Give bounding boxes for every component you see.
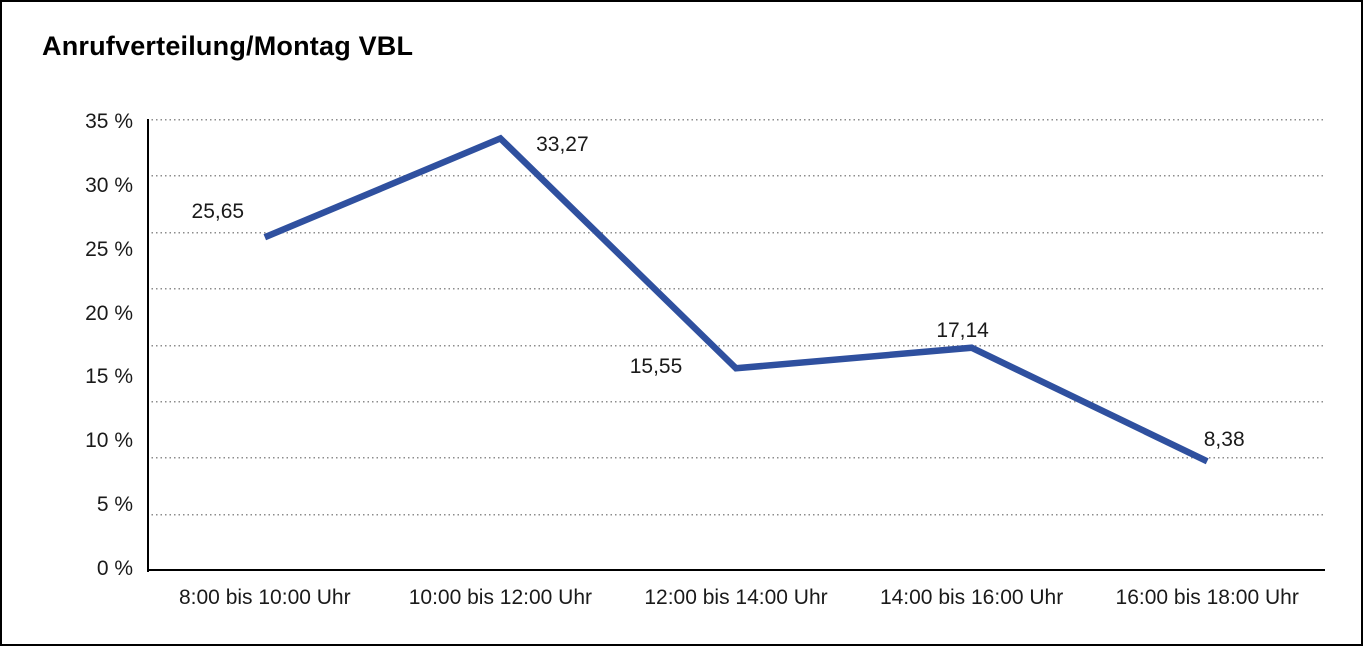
- data-point-label: 15,55: [629, 355, 683, 379]
- y-tick-label: 30 %: [85, 173, 133, 197]
- y-tick-label: 35 %: [85, 110, 133, 133]
- gridline: [147, 119, 1325, 121]
- gridline: [147, 344, 1325, 347]
- data-point-label: 8,38: [1203, 428, 1245, 452]
- x-category-label: 8:00 bis 10:00 Uhr: [178, 586, 351, 609]
- gridline: [147, 400, 1325, 403]
- gridline: [147, 288, 1325, 291]
- chart-title: Anrufverteilung/Montag VBL: [42, 31, 414, 61]
- x-category-label: 14:00 bis 16:00 Uhr: [879, 586, 1064, 609]
- y-axis-line: [147, 119, 149, 572]
- y-tick-label: 5 %: [96, 493, 133, 517]
- y-tick-label: 20 %: [85, 301, 133, 325]
- y-tick-label: 0 %: [96, 557, 133, 580]
- x-category-label: 16:00 bis 18:00 Uhr: [1115, 586, 1299, 609]
- gridline: [147, 175, 1325, 178]
- series-line: [263, 134, 1209, 465]
- x-category-label: 12:00 bis 14:00 Uhr: [644, 586, 828, 609]
- y-tick-label: 10 %: [85, 429, 133, 453]
- x-axis-line: [147, 569, 1325, 571]
- data-point-label: 17,14: [936, 318, 989, 342]
- x-category-label: 10:00 bis 12:00 Uhr: [408, 586, 593, 609]
- data-point-label: 33,27: [536, 133, 589, 157]
- gridline: [147, 457, 1325, 460]
- data-point-label: 25,65: [191, 200, 245, 224]
- gridline: [147, 231, 1325, 234]
- y-tick-label: 15 %: [85, 365, 133, 389]
- y-tick-label: 25 %: [85, 237, 133, 261]
- gridline: [147, 513, 1325, 516]
